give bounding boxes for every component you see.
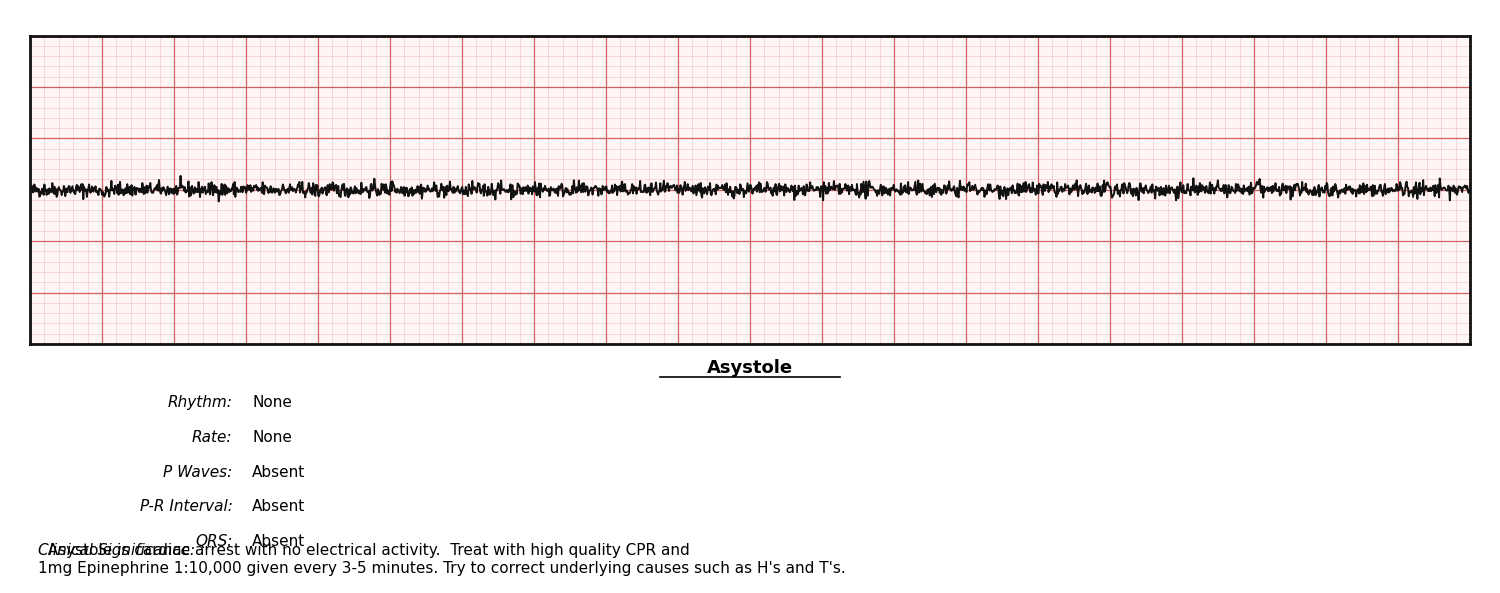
Text: Clinical Significance:: Clinical Significance: bbox=[38, 543, 195, 559]
Text: None: None bbox=[252, 395, 292, 410]
Text: P Waves:: P Waves: bbox=[164, 464, 232, 480]
Text: Rhythm:: Rhythm: bbox=[168, 395, 232, 410]
Text: Absent: Absent bbox=[252, 534, 306, 549]
Text: Asystole: Asystole bbox=[706, 359, 794, 377]
Text: None: None bbox=[252, 429, 292, 445]
Text: Rate:: Rate: bbox=[192, 429, 232, 445]
Text: Absent: Absent bbox=[252, 464, 306, 480]
Text: P-R Interval:: P-R Interval: bbox=[140, 499, 232, 515]
Text: Asystole is cardiac arrest with no electrical activity.  Treat with high quality: Asystole is cardiac arrest with no elect… bbox=[38, 543, 846, 576]
Text: Absent: Absent bbox=[252, 499, 306, 515]
Text: QRS:: QRS: bbox=[195, 534, 232, 549]
